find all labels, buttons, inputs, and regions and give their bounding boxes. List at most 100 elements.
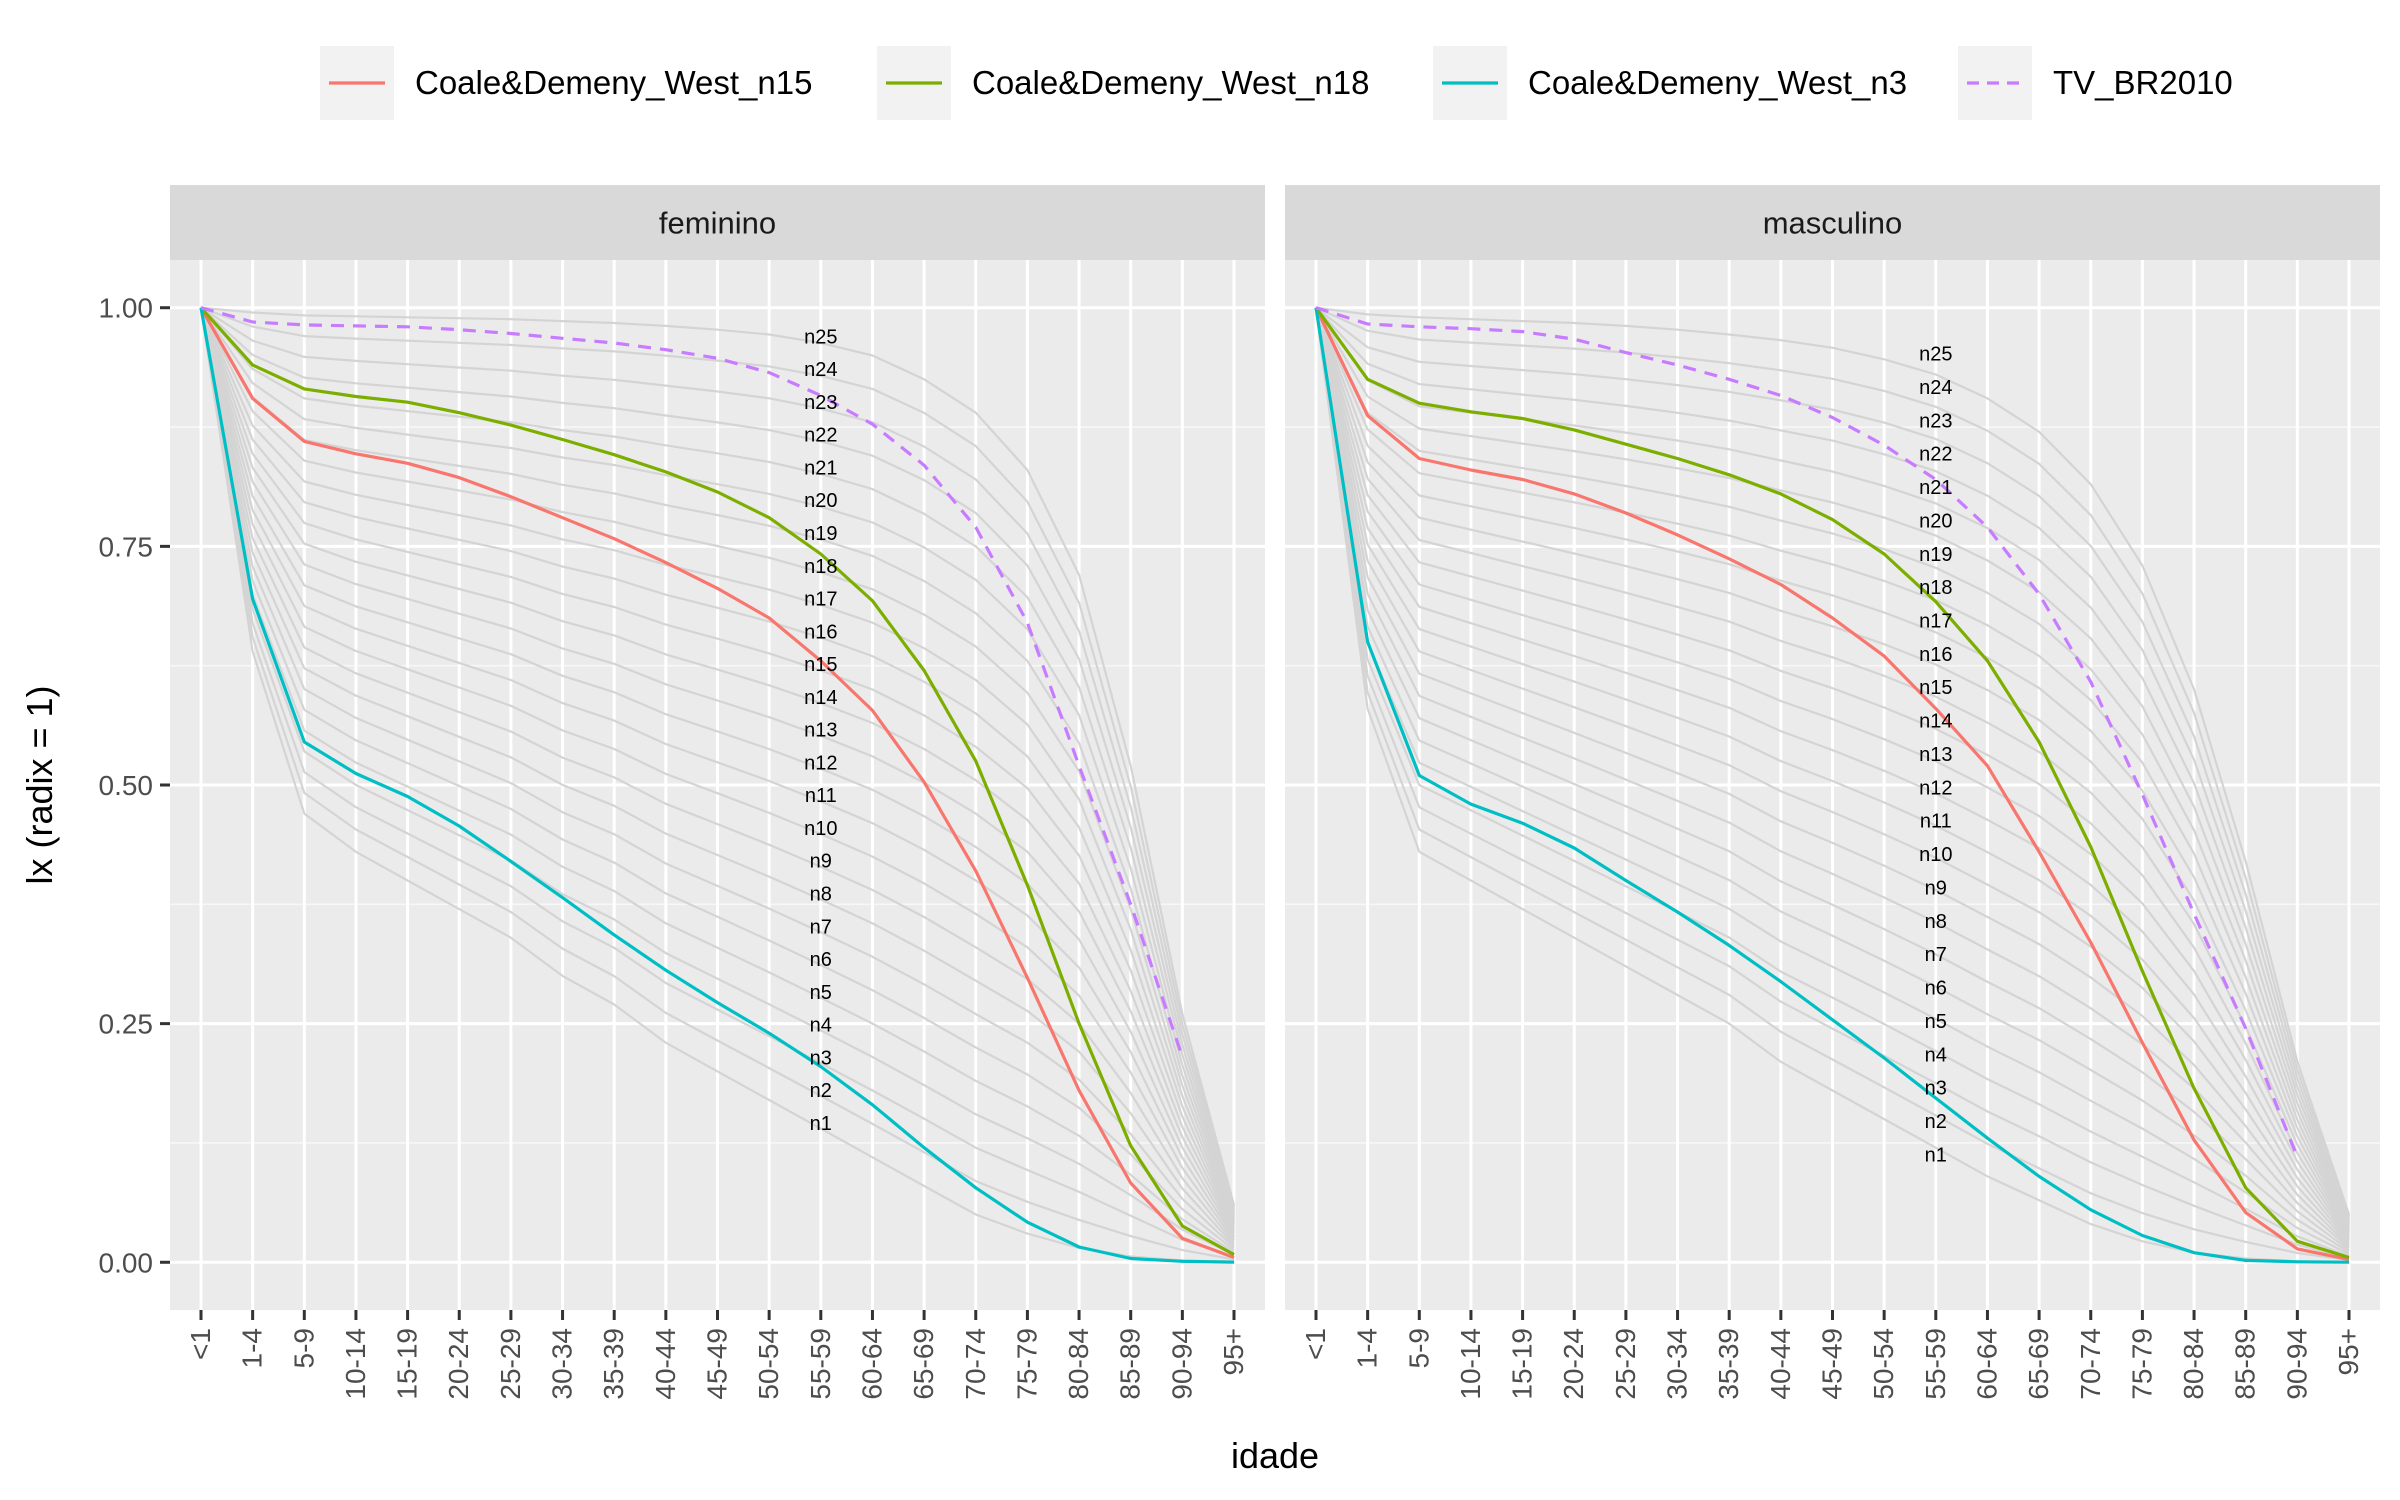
- model-curve-n19: [1315, 307, 2351, 1227]
- x-tick-label: 20-24: [1558, 1328, 1589, 1400]
- level-label: n16: [804, 621, 837, 643]
- level-label: n10: [804, 818, 837, 840]
- x-tick-label: 30-34: [547, 1328, 578, 1400]
- level-label: n7: [1925, 944, 1947, 966]
- level-label: n12: [804, 752, 837, 774]
- x-tick-label: 45-49: [702, 1328, 733, 1400]
- x-tick-label: 50-54: [1868, 1328, 1899, 1400]
- level-label: n8: [810, 884, 832, 906]
- level-label: n11: [805, 785, 837, 807]
- level-label: n18: [1919, 577, 1952, 599]
- level-label: n6: [1925, 978, 1947, 1000]
- level-label: n15: [804, 654, 837, 676]
- level-label: n19: [804, 523, 837, 545]
- model-curve-n8: [1314, 307, 2350, 1249]
- model-curve-n18: [200, 307, 1236, 1222]
- model-curve-n16: [199, 307, 1236, 1227]
- y-axis-title: lx (radix = 1): [19, 685, 60, 884]
- x-tick-label: 10-14: [1455, 1328, 1486, 1400]
- x-tick-label: 80-84: [2178, 1328, 2209, 1400]
- level-label: n1: [810, 1113, 832, 1135]
- model-curve-n5: [1314, 307, 2350, 1256]
- series-line-0: [199, 306, 1235, 1260]
- level-label: n2: [1925, 1111, 1947, 1133]
- model-curve-n6: [199, 307, 1235, 1251]
- level-label: n10: [1919, 844, 1952, 866]
- x-tick-label: 95+: [1218, 1328, 1249, 1376]
- level-label: n22: [804, 425, 837, 447]
- model-curve-n3: [1314, 307, 2350, 1260]
- model-curve-n12: [199, 307, 1235, 1237]
- x-tick-label: 15-19: [1507, 1328, 1538, 1400]
- model-curve-n5: [199, 307, 1235, 1254]
- model-curve-n6: [1314, 307, 2350, 1254]
- level-label: n15: [1919, 677, 1952, 699]
- x-tick-label: 65-69: [908, 1328, 939, 1400]
- x-tick-label: 90-94: [1166, 1328, 1197, 1400]
- series-line-1: [199, 306, 1235, 1256]
- level-label: n5: [1925, 1011, 1947, 1033]
- model-curve-n20: [200, 307, 1236, 1218]
- series-line-2: [1314, 307, 2350, 1264]
- level-label: n5: [810, 982, 832, 1004]
- x-tick-label: 40-44: [650, 1328, 681, 1400]
- x-tick-label: 80-84: [1063, 1328, 1094, 1400]
- model-curve-n24: [200, 306, 1236, 1208]
- model-curve-n14: [199, 307, 1235, 1232]
- panel-title: feminino: [659, 206, 776, 241]
- model-curve-n21: [200, 306, 1236, 1215]
- model-curve-n14: [1314, 307, 2350, 1237]
- series-line-2: [199, 307, 1235, 1264]
- model-curve-n10: [1314, 307, 2350, 1245]
- legend-label: TV_BR2010: [2053, 64, 2233, 101]
- model-curve-n13: [1314, 307, 2350, 1239]
- level-label: n9: [1925, 877, 1947, 899]
- legend-label: Coale&Demeny_West_n15: [415, 64, 812, 101]
- x-tick-label: 85-89: [1115, 1328, 1146, 1400]
- level-label: n17: [804, 589, 837, 611]
- model-curve-n4: [1314, 307, 2350, 1258]
- model-curve-n17: [1314, 307, 2350, 1231]
- level-label: n2: [810, 1080, 832, 1102]
- model-curve-n15: [199, 307, 1235, 1230]
- y-tick-label: 0.00: [99, 1247, 154, 1278]
- level-label: n13: [804, 720, 837, 742]
- level-label: n16: [1919, 644, 1952, 666]
- level-label: n14: [1919, 711, 1952, 733]
- x-tick-label: 75-79: [1011, 1328, 1042, 1400]
- x-tick-label: 20-24: [443, 1328, 474, 1400]
- x-tick-label: 70-74: [2075, 1328, 2106, 1400]
- level-label: n24: [1919, 377, 1952, 399]
- level-label: n25: [804, 326, 837, 348]
- x-tick-label: 35-39: [598, 1328, 629, 1400]
- x-tick-label: 60-64: [1971, 1328, 2002, 1400]
- level-label: n19: [1919, 544, 1952, 566]
- x-tick-label: 25-29: [1610, 1328, 1641, 1400]
- x-tick-label: 1-4: [237, 1328, 268, 1368]
- series-line-3: [200, 306, 1184, 1058]
- model-curve-n25: [1315, 306, 2351, 1215]
- level-label: n13: [1919, 744, 1952, 766]
- model-curve-n7: [1314, 307, 2350, 1251]
- level-label: n3: [810, 1047, 832, 1069]
- model-curve-n7: [199, 307, 1235, 1249]
- level-label: n7: [810, 916, 832, 938]
- model-curve-n23: [200, 306, 1236, 1211]
- series-line-3: [1315, 306, 2299, 1158]
- x-tick-label: 70-74: [960, 1328, 991, 1400]
- panel-strip: [170, 185, 1265, 260]
- x-tick-label: 1-4: [1352, 1328, 1383, 1368]
- level-label: n3: [1925, 1078, 1947, 1100]
- level-label: n18: [804, 556, 837, 578]
- x-tick-label: 55-59: [1920, 1328, 1951, 1400]
- level-label: n17: [1919, 611, 1952, 633]
- x-tick-label: 90-94: [2281, 1328, 2312, 1400]
- level-label: n21: [804, 457, 837, 479]
- level-label: n21: [1919, 477, 1952, 499]
- x-tick-label: 15-19: [392, 1328, 423, 1400]
- y-tick-label: 0.50: [99, 770, 154, 801]
- model-curve-n18: [1314, 307, 2350, 1229]
- model-curve-n17: [199, 307, 1236, 1225]
- y-tick-label: 0.25: [99, 1009, 154, 1040]
